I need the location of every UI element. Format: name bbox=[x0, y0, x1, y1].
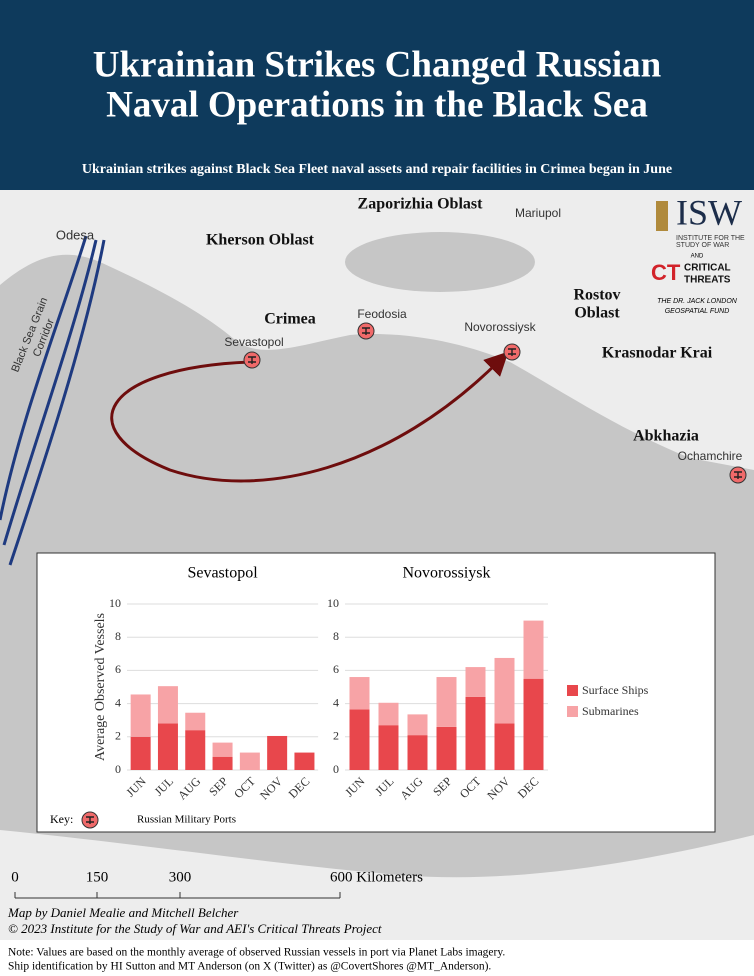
map-label: Novorossiysk bbox=[464, 320, 536, 334]
bar-segment bbox=[436, 726, 457, 770]
bar-segment bbox=[523, 620, 544, 679]
y-tick-label: 10 bbox=[327, 596, 339, 610]
map-label: Oblast bbox=[574, 305, 620, 322]
logo-isw: ISW bbox=[676, 192, 742, 232]
grain-corridor bbox=[0, 235, 106, 566]
title: Naval Operations in the Black Sea bbox=[106, 84, 648, 125]
port-icon-glyph bbox=[248, 356, 256, 364]
map-label: Krasnodar Krai bbox=[602, 345, 713, 362]
y-tick-label: 2 bbox=[115, 729, 121, 743]
y-tick-label: 8 bbox=[115, 629, 121, 643]
map-label: Odesa bbox=[56, 227, 95, 242]
bar-segment bbox=[349, 709, 370, 770]
legend-swatch bbox=[567, 706, 578, 717]
key-item: Russian Military Ports bbox=[137, 814, 236, 826]
legend-label: Submarines bbox=[582, 704, 639, 718]
y-tick-label: 10 bbox=[109, 596, 121, 610]
y-tick-label: 0 bbox=[115, 762, 121, 776]
map-label: Rostov bbox=[573, 287, 620, 304]
bar-segment bbox=[212, 756, 233, 770]
chart-box bbox=[36, 552, 716, 833]
bar-segment bbox=[185, 730, 206, 770]
bar-segment bbox=[494, 723, 515, 770]
y-axis-label: Average Observed Vessels bbox=[93, 613, 108, 761]
bar-segment bbox=[349, 677, 370, 710]
footer-note: Ship identification by HI Sutton and MT … bbox=[8, 961, 491, 973]
bar-segment bbox=[212, 742, 233, 757]
scale-label: 300 bbox=[169, 869, 192, 885]
map-label: Zaporizhia Oblast bbox=[358, 196, 484, 213]
port-icon-glyph bbox=[86, 816, 94, 824]
bar-segment bbox=[465, 696, 486, 770]
map-label: Mariupol bbox=[515, 206, 561, 220]
port-icon-glyph bbox=[508, 348, 516, 356]
y-tick-label: 4 bbox=[333, 695, 339, 709]
bar-segment bbox=[239, 752, 260, 770]
bar-segment bbox=[436, 677, 457, 727]
logo-isw-sub: INSTITUTE FOR THE bbox=[676, 235, 745, 242]
scale-label: 150 bbox=[86, 869, 109, 885]
chart-title: Sevastopol bbox=[187, 565, 258, 582]
map-label: Crimea bbox=[264, 311, 316, 328]
logo-ct-sub: THREATS bbox=[684, 275, 731, 286]
bar-segment bbox=[267, 735, 288, 770]
scale-label: 0 bbox=[11, 869, 19, 885]
sea-of-azov bbox=[345, 232, 535, 292]
chart-title: Novorossiysk bbox=[402, 565, 490, 582]
logo-and: AND bbox=[691, 254, 704, 260]
logo-bar bbox=[656, 201, 668, 231]
bar-segment bbox=[523, 678, 544, 770]
map-label: Sevastopol bbox=[224, 335, 283, 349]
bar-segment bbox=[494, 657, 515, 724]
bar-segment bbox=[378, 725, 399, 770]
y-tick-label: 0 bbox=[333, 762, 339, 776]
legend-label: Surface Ships bbox=[582, 683, 649, 697]
bar-segment bbox=[407, 714, 428, 736]
logo-ct-sub: CRITICAL bbox=[684, 263, 731, 274]
bar-segment bbox=[407, 735, 428, 770]
logo-fund: THE DR. JACK LONDON bbox=[657, 298, 738, 305]
header-bg bbox=[0, 0, 754, 190]
credit: © 2023 Institute for the Study of War an… bbox=[8, 921, 382, 936]
footer-note: Note: Values are based on the monthly av… bbox=[8, 947, 505, 959]
map-label: Kherson Oblast bbox=[206, 232, 315, 249]
y-tick-label: 2 bbox=[333, 729, 339, 743]
map-label: Ochamchire bbox=[678, 449, 743, 463]
subtitle: Ukrainian strikes against Black Sea Flee… bbox=[82, 162, 672, 177]
bar-segment bbox=[185, 712, 206, 731]
y-tick-label: 6 bbox=[333, 662, 339, 676]
y-tick-label: 6 bbox=[115, 662, 121, 676]
legend-swatch bbox=[567, 685, 578, 696]
title: Ukrainian Strikes Changed Russian bbox=[93, 44, 662, 85]
route-arrow bbox=[110, 351, 509, 483]
bar-segment bbox=[157, 723, 178, 770]
map-label: Abkhazia bbox=[633, 428, 699, 445]
footer-bg bbox=[0, 940, 754, 976]
bar-segment bbox=[130, 736, 151, 770]
credit: Map by Daniel Mealie and Mitchell Belche… bbox=[7, 905, 239, 920]
logo-fund: GEOSPATIAL FUND bbox=[665, 308, 730, 315]
port-icon-glyph bbox=[734, 471, 742, 479]
bar-segment bbox=[465, 667, 486, 697]
y-tick-label: 4 bbox=[115, 695, 121, 709]
key-label: Key: bbox=[50, 812, 73, 826]
scale-label: 600 Kilometers bbox=[330, 869, 423, 885]
bar-segment bbox=[157, 686, 178, 724]
bar-segment bbox=[130, 694, 151, 737]
logo-ct: CT bbox=[651, 260, 681, 285]
bar-segment bbox=[294, 752, 315, 770]
y-tick-label: 8 bbox=[333, 629, 339, 643]
port-icon-glyph bbox=[362, 327, 370, 335]
map-label: Feodosia bbox=[357, 307, 407, 321]
logo-isw-sub: STUDY OF WAR bbox=[676, 242, 729, 249]
bar-segment bbox=[378, 702, 399, 726]
